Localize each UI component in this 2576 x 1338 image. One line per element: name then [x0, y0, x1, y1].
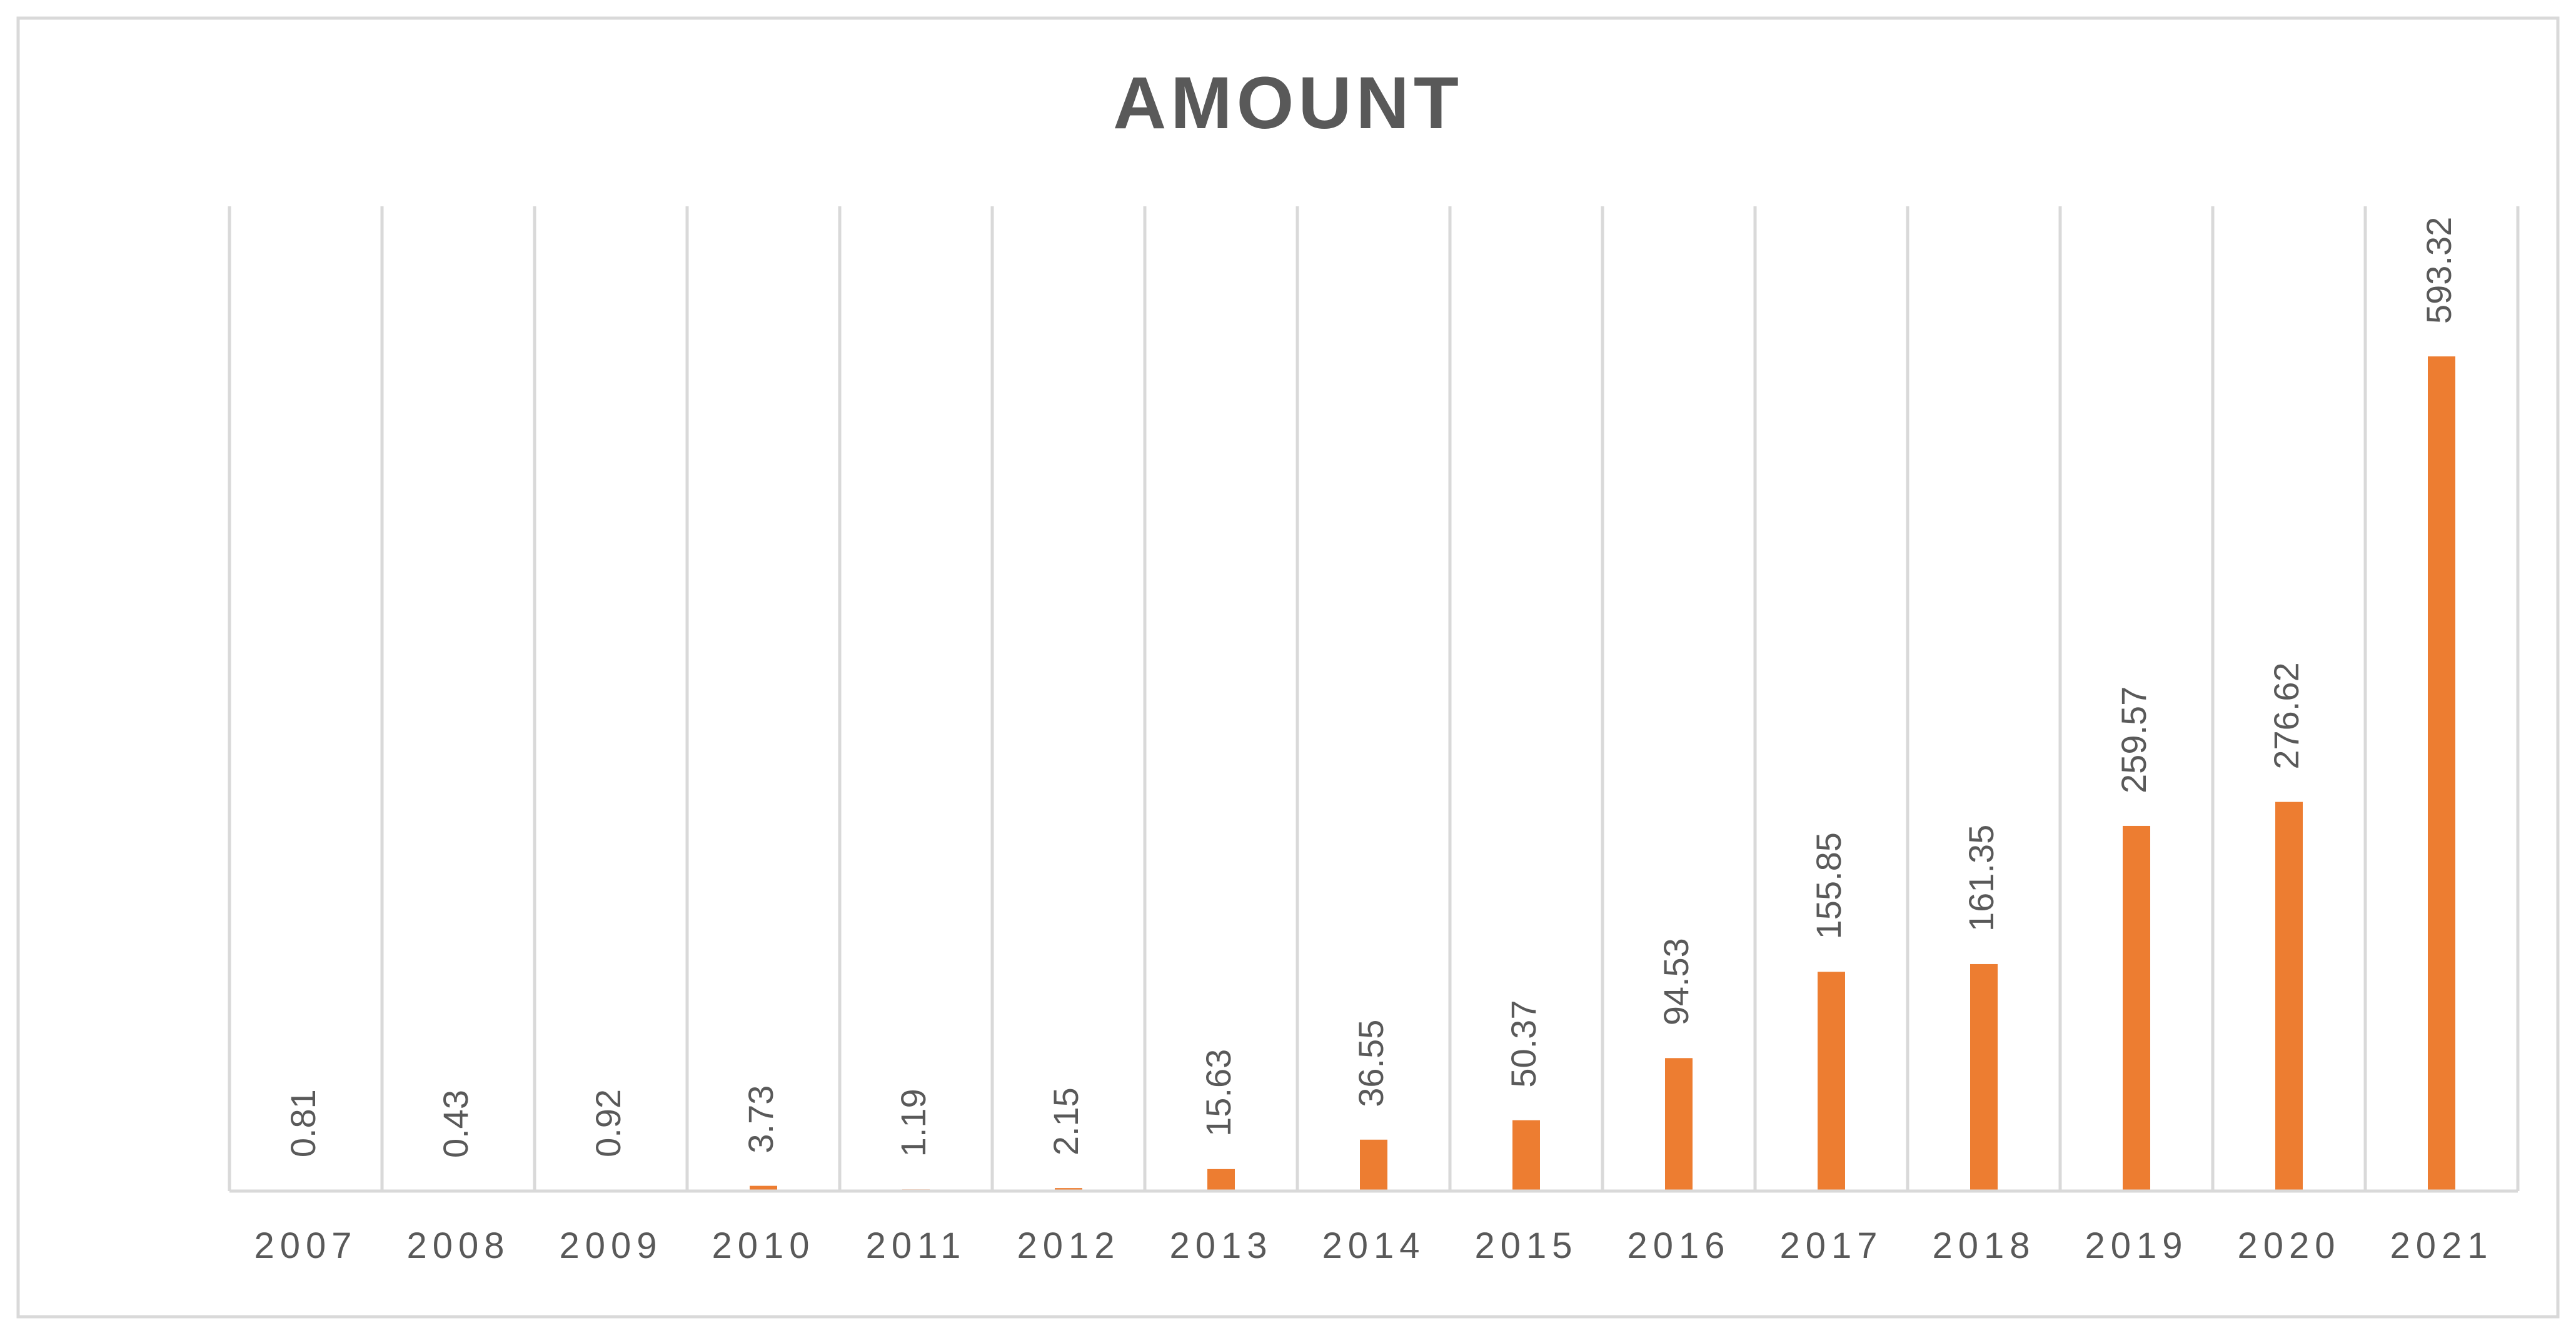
tick-label-2014: 2014 [1322, 1225, 1425, 1266]
data-label-2014: 36.55 [1351, 1020, 1391, 1107]
data-label-2015: 50.37 [1504, 1000, 1543, 1088]
tick-label-2021: 2021 [2390, 1225, 2493, 1266]
bars [292, 356, 2455, 1191]
bar-2019 [2123, 825, 2150, 1191]
tick-label-2020: 2020 [2237, 1225, 2340, 1266]
data-label-2021: 593.32 [2419, 217, 2458, 324]
data-label-2019: 259.57 [2114, 687, 2153, 793]
bar-2013 [1207, 1169, 1235, 1191]
chart-title: AMOUNT [1113, 62, 1463, 144]
data-labels: 0.81 0.43 0.92 3.73 1.19 2.15 15.63 36.55 50.37 9… [283, 217, 2458, 1158]
tick-label-2011: 2011 [866, 1225, 967, 1266]
x-axis-tick-labels: 2007 2008 2009 2010 2011 2012 2013 2014 2015 2016… [254, 1225, 2493, 1266]
data-label-2018: 161.35 [1961, 825, 2001, 932]
bar-2010 [750, 1185, 777, 1191]
tick-label-2012: 2012 [1017, 1225, 1120, 1266]
data-label-2012: 2.15 [1046, 1087, 1085, 1155]
gridlines [228, 206, 2520, 1191]
bar-2015 [1512, 1120, 1540, 1191]
data-label-2016: 94.53 [1656, 938, 1696, 1025]
data-label-2008: 0.43 [436, 1090, 475, 1158]
tick-label-2015: 2015 [1474, 1225, 1577, 1266]
tick-label-2010: 2010 [712, 1225, 815, 1266]
tick-label-2009: 2009 [559, 1225, 662, 1266]
tick-label-2016: 2016 [1627, 1225, 1730, 1266]
data-label-2020: 276.62 [2267, 662, 2306, 769]
tick-label-2018: 2018 [1932, 1225, 2035, 1266]
bar-2017 [1818, 972, 1845, 1191]
data-label-2011: 1.19 [893, 1089, 933, 1157]
bar-2014 [1360, 1139, 1387, 1191]
data-label-2013: 15.63 [1199, 1049, 1238, 1137]
data-label-2009: 0.92 [588, 1089, 628, 1157]
chart-frame [16, 16, 2560, 1319]
data-label-2010: 3.73 [741, 1085, 780, 1154]
bar-2018 [1970, 963, 1998, 1191]
tick-label-2013: 2013 [1169, 1225, 1272, 1266]
tick-label-2008: 2008 [406, 1225, 510, 1266]
data-label-2017: 155.85 [1809, 832, 1848, 939]
tick-label-2019: 2019 [2085, 1225, 2188, 1266]
bar-2020 [2275, 802, 2303, 1191]
bar-2021 [2428, 356, 2455, 1191]
bar-2016 [1665, 1058, 1693, 1191]
tick-label-2007: 2007 [254, 1225, 357, 1266]
data-label-2007: 0.81 [283, 1089, 323, 1157]
tick-label-2017: 2017 [1779, 1225, 1883, 1266]
